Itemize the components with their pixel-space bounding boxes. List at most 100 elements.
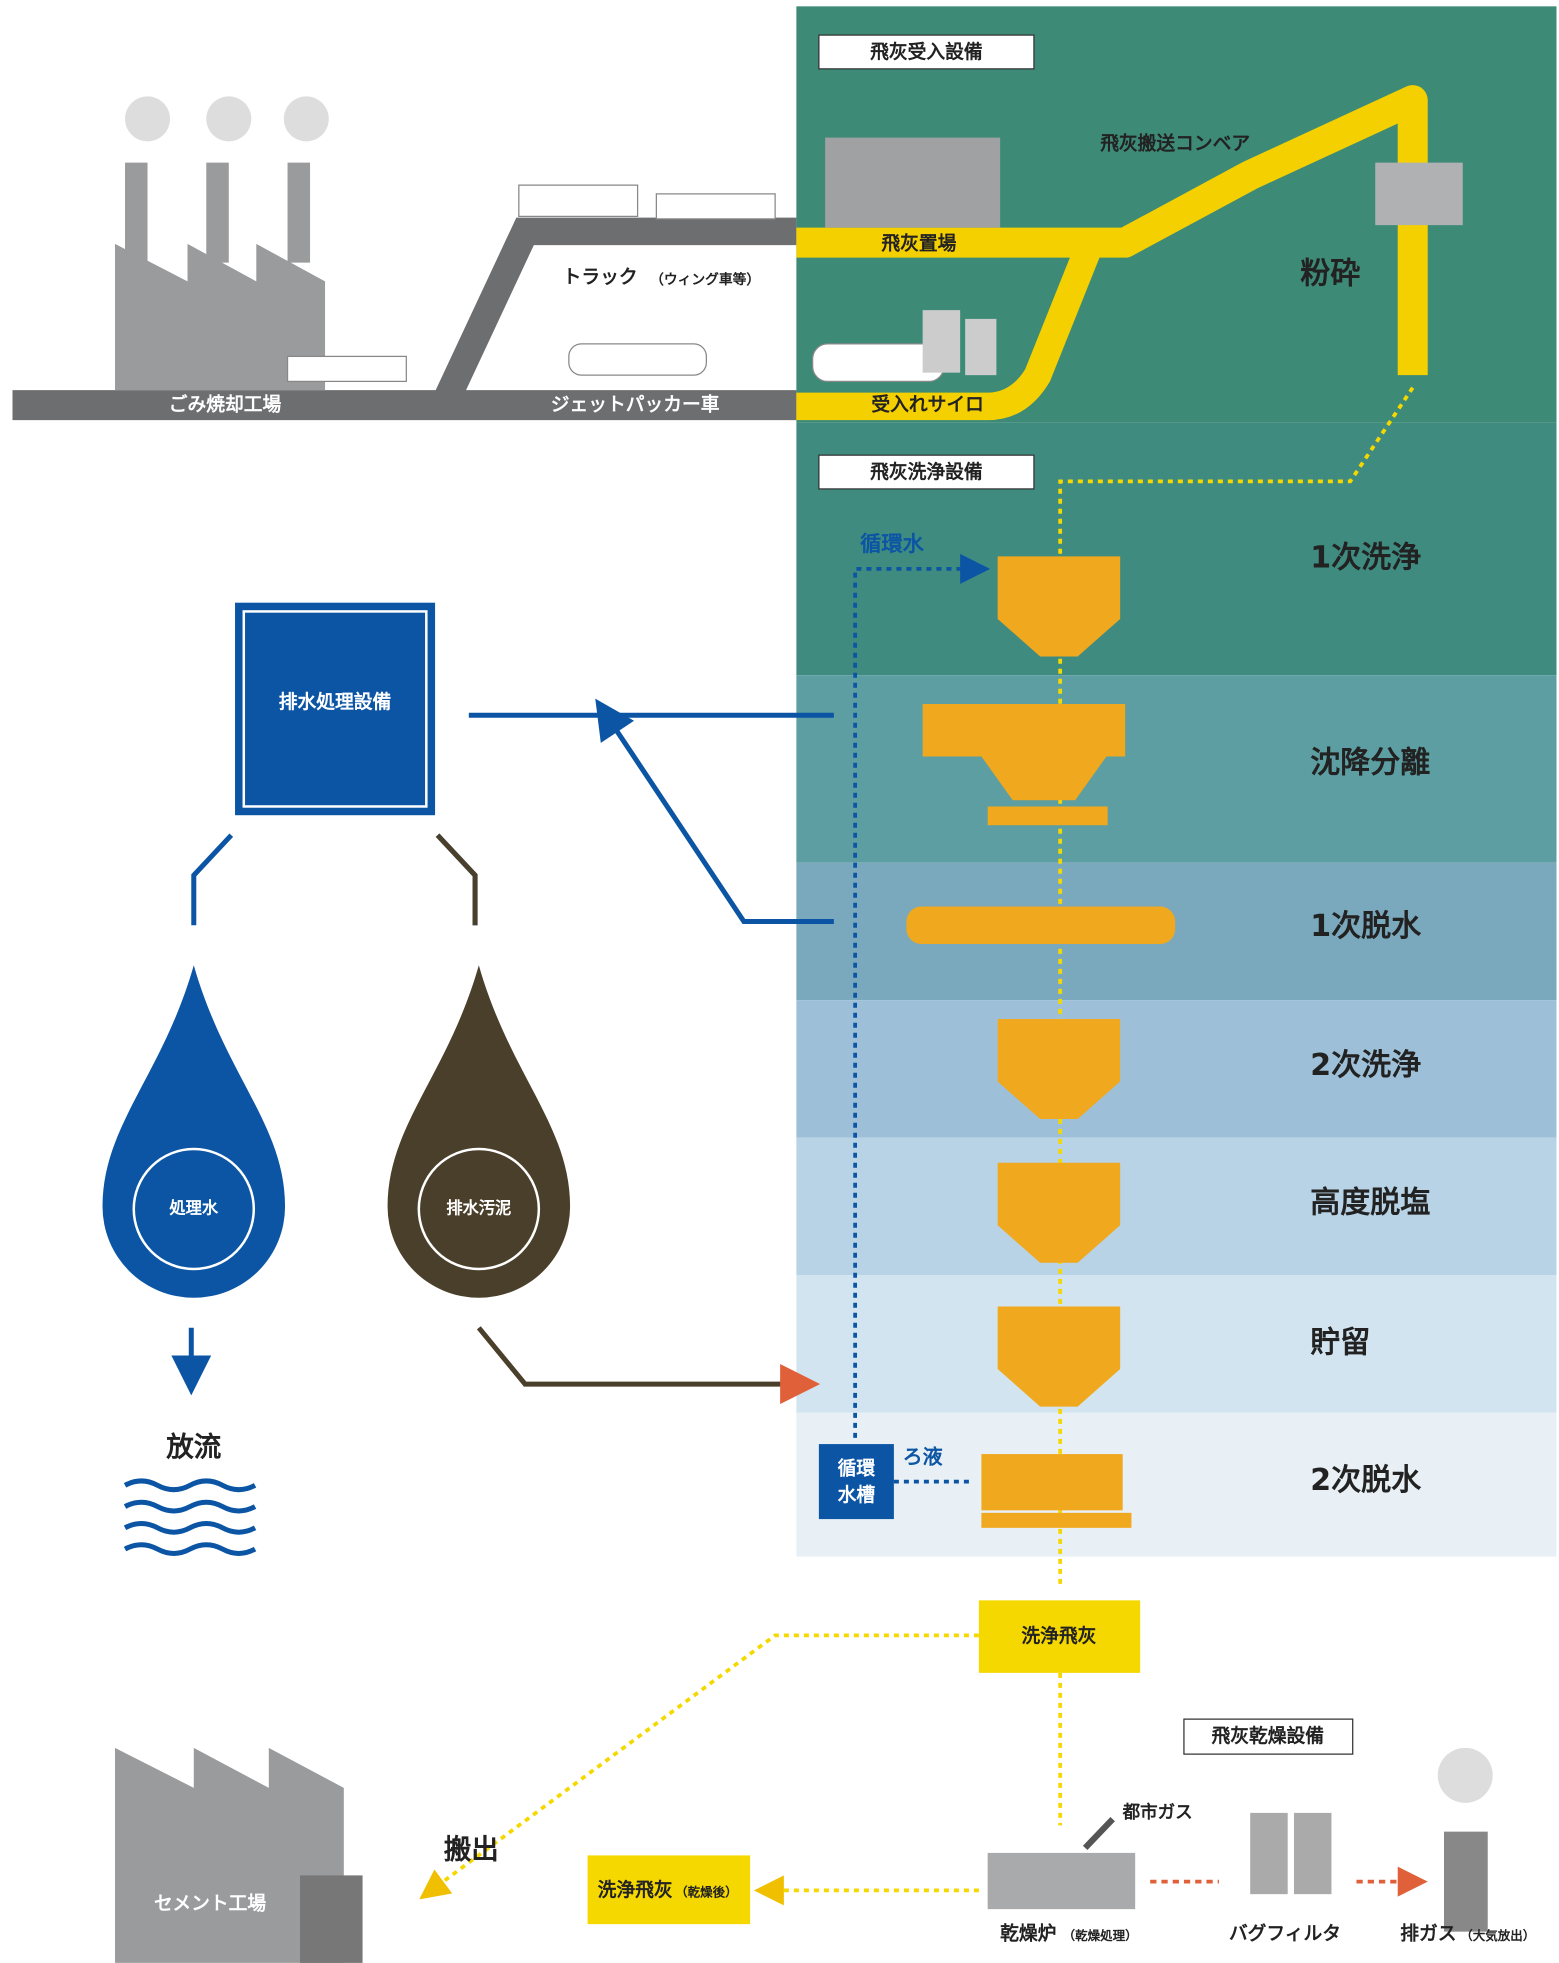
- incinerator: [115, 96, 329, 391]
- shape: [981, 1454, 1123, 1511]
- label: ろ液: [903, 1444, 944, 1468]
- shape: [796, 245, 1101, 421]
- shape: [287, 162, 311, 263]
- shape: [102, 965, 286, 1298]
- label: 都市ガス: [1122, 1802, 1193, 1823]
- label: ジェットパッカー車: [551, 393, 720, 416]
- shape: [796, 1275, 1557, 1413]
- products: 洗浄飛灰 洗浄飛灰 （乾燥後） 搬出 セメント工場: [115, 1600, 1141, 1963]
- label: 高度脱塩: [1310, 1186, 1430, 1221]
- shape: [655, 193, 776, 220]
- shape: [825, 137, 1001, 228]
- shape: [123, 1478, 257, 1556]
- shape: [206, 96, 252, 142]
- shape: [115, 1747, 344, 1963]
- label: 飛灰受入設備: [870, 40, 983, 63]
- label: 排水汚泥: [446, 1199, 511, 1218]
- shape: [997, 1019, 1121, 1120]
- shape: [796, 1412, 1557, 1557]
- label: 水槽: [838, 1483, 876, 1506]
- shape: [818, 1444, 894, 1520]
- shape: [981, 1512, 1132, 1528]
- section-labels: 飛灰受入設備 飛灰洗浄設備 飛灰乾燥設備: [818, 34, 1354, 1755]
- label: 循環水: [860, 531, 925, 557]
- shape: [468, 715, 834, 924]
- shape: [1293, 1812, 1332, 1895]
- shape: [1250, 1812, 1288, 1895]
- label: 受入れサイロ: [871, 393, 984, 416]
- shape: [387, 965, 571, 1298]
- shape: [1082, 1816, 1115, 1851]
- step-labels: 1次洗浄 沈降分離 1次脱水 2次洗浄 高度脱塩 貯留 2次脱水: [1310, 540, 1430, 1498]
- shape: [587, 1855, 751, 1925]
- label: 1次脱水: [1310, 909, 1422, 944]
- shape: [125, 96, 171, 142]
- shape: [419, 1633, 979, 1900]
- label: 粉砕: [1300, 257, 1360, 292]
- label: 2次脱水: [1310, 1463, 1422, 1498]
- shape: [568, 343, 707, 376]
- shape: [235, 602, 436, 816]
- shape: [997, 1162, 1121, 1263]
- label: 飛灰乾燥設備: [1211, 1724, 1324, 1747]
- label: 貯留: [1310, 1326, 1370, 1361]
- shape: [906, 906, 1176, 944]
- label: ごみ焼却工場: [169, 393, 282, 416]
- shape: [300, 1875, 363, 1963]
- vehicles: [286, 137, 1463, 383]
- label: 排ガス: [1400, 1922, 1456, 1945]
- shape: [1375, 162, 1463, 226]
- flow-lines: [191, 386, 1412, 1906]
- label: バグフィルタ: [1229, 1922, 1341, 1945]
- shape: [987, 806, 1108, 826]
- shape: [1183, 1718, 1354, 1755]
- shape: [206, 162, 229, 263]
- label: 1次洗浄: [1310, 540, 1421, 575]
- shape: [283, 96, 329, 142]
- shape: [818, 454, 1035, 490]
- drying-labels: 都市ガス 乾燥炉 （乾燥処理） バグフィルタ 排ガス （大気放出）: [1000, 1802, 1535, 1945]
- shape: [987, 1852, 1136, 1910]
- shape: [115, 243, 326, 391]
- label: 飛灰洗浄設備: [870, 460, 983, 483]
- gray-labels: ごみ焼却工場 トラック （ウィング車等） ジェットパッカー車 飛灰置場 受入れサ…: [169, 131, 1360, 415]
- label: （大気放出）: [1460, 1928, 1535, 1943]
- label: 乾燥炉: [1000, 1922, 1056, 1945]
- label: 排水処理設備: [279, 690, 392, 713]
- label: 飛灰置場: [881, 231, 956, 254]
- label: 洗浄飛灰: [598, 1878, 673, 1901]
- shape: [796, 675, 1557, 863]
- shape: [518, 184, 639, 218]
- shape: [922, 310, 961, 373]
- label: （乾燥後）: [675, 1884, 738, 1899]
- shape: [435, 833, 801, 1384]
- shape: [1443, 1831, 1488, 1932]
- label: 沈降分離: [1310, 745, 1430, 780]
- shape: [242, 610, 428, 808]
- shape: [796, 1000, 1557, 1138]
- shape: [431, 217, 797, 411]
- label: 循環: [838, 1457, 876, 1480]
- shape: [818, 34, 1035, 70]
- label: 放流: [165, 1431, 221, 1463]
- panel-bands: [796, 6, 1557, 1557]
- label: 搬出: [444, 1833, 499, 1865]
- label: （乾燥処理）: [1063, 1928, 1138, 1943]
- shape: [417, 1147, 541, 1271]
- shape: [965, 318, 997, 376]
- label: トラック: [563, 266, 638, 288]
- shape: [997, 1306, 1121, 1407]
- equipment: [906, 556, 1493, 1932]
- label: （ウィング車等）: [650, 271, 760, 288]
- label: セメント工場: [154, 1893, 266, 1915]
- label: 洗浄飛灰: [1021, 1624, 1096, 1647]
- shape: [132, 1147, 256, 1271]
- shape: [981, 756, 1107, 801]
- shape: [286, 355, 407, 383]
- shape: [1437, 1747, 1493, 1803]
- shape: [796, 1137, 1557, 1276]
- shape: [922, 703, 1126, 757]
- label: 飛灰搬送コンベア: [1100, 131, 1250, 154]
- shape: [125, 162, 148, 263]
- shape: [997, 556, 1121, 657]
